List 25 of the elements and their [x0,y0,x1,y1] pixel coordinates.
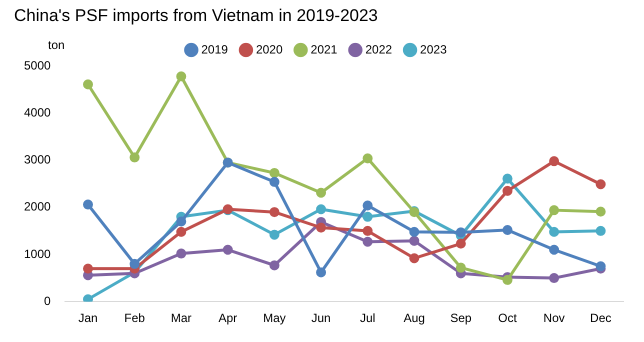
x-tick-label: May [263,311,286,326]
x-tick-label: Sep [450,311,472,326]
y-tick-label: 2000 [24,200,52,214]
x-tick-label: Jul [360,311,376,326]
x-tick-label: Nov [543,311,565,326]
x-tick-label: Feb [124,311,146,326]
y-tick-label: 3000 [24,152,52,167]
legend-label: 2022 [365,42,392,56]
x-tick-label: Oct [498,311,518,326]
x-tick-label: Apr [218,311,238,326]
x-tick-label: Jun [311,311,331,326]
legend-label: 2021 [310,42,338,56]
legend-label: 2023 [420,42,448,56]
x-tick-label: Aug [404,311,425,326]
x-tick-label: Jan [78,311,98,326]
y-tick-label: 1000 [24,246,52,261]
legend-label: 2020 [256,42,283,56]
y-tick-label: 5000 [24,58,52,72]
x-tick-label: Mar [170,311,192,326]
x-tick-label: Dec [590,311,612,326]
legend-label: 2019 [201,42,228,56]
y-axis-title: ton [48,38,65,52]
chart-title: China's PSF imports from Vietnam in 2019-2023 [14,6,378,26]
y-tick-label: 4000 [24,105,52,120]
y-tick-label: 0 [44,294,52,308]
